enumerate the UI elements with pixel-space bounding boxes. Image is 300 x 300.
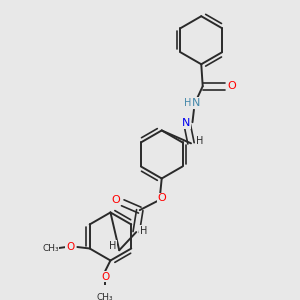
- Text: N: N: [192, 98, 200, 108]
- Text: N: N: [182, 118, 190, 128]
- Text: O: O: [157, 194, 166, 203]
- Text: CH₃: CH₃: [42, 244, 59, 253]
- Text: O: O: [228, 81, 236, 91]
- Text: O: O: [66, 242, 74, 252]
- Text: H: H: [140, 226, 147, 236]
- Text: O: O: [101, 272, 109, 282]
- Text: H: H: [109, 241, 116, 251]
- Text: CH₃: CH₃: [96, 292, 113, 300]
- Text: O: O: [111, 195, 120, 205]
- Text: H: H: [184, 98, 192, 108]
- Text: H: H: [196, 136, 203, 146]
